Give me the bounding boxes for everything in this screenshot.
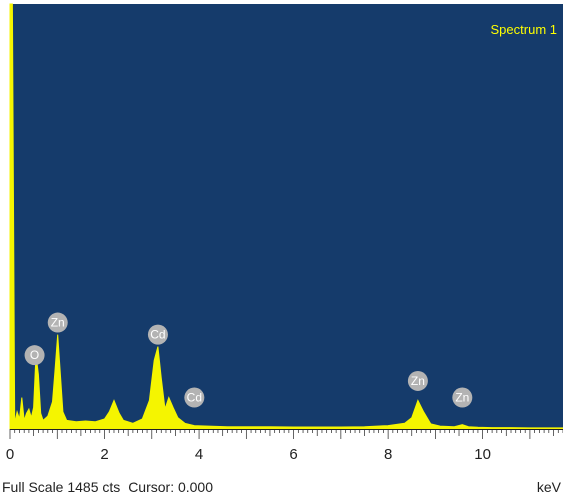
- peak-label-text: Zn: [51, 316, 65, 330]
- peak-label-circle: [452, 387, 473, 408]
- peak-label: O: [24, 345, 45, 366]
- peak-label-circle: [24, 345, 45, 366]
- chart-title: Spectrum 1: [490, 22, 557, 37]
- x-tick-label: 0: [6, 446, 14, 463]
- peak-label: Zn: [452, 387, 473, 408]
- x-tick-label: 4: [195, 446, 203, 463]
- peak-label-circle: [47, 312, 68, 333]
- peak-label-text: O: [30, 348, 39, 362]
- peak-label-text: Zn: [411, 374, 425, 388]
- x-tick-label: 2: [100, 446, 108, 463]
- spectrum-series: [9, 3, 563, 430]
- x-tick-label: 10: [474, 446, 491, 463]
- peak-label-circle: [184, 387, 205, 408]
- peak-label: Cd: [184, 387, 205, 408]
- plot-background: [10, 4, 563, 429]
- full-scale-readout: Full Scale 1485 cts: [2, 479, 121, 495]
- status-bar: Full Scale 1485 cts Cursor: 0.000: [2, 479, 217, 495]
- x-tick-label: 6: [289, 446, 297, 463]
- peak-label-text: Cd: [187, 391, 202, 405]
- peak-label-text: Zn: [455, 391, 469, 405]
- x-axis: 0 2 4 6 8 10: [6, 429, 563, 463]
- x-tick-label: 8: [384, 446, 392, 463]
- peak-label: Cd: [147, 324, 168, 345]
- cursor-readout: Cursor: 0.000: [128, 479, 214, 495]
- peak-label-text: Cd: [150, 328, 165, 342]
- peak-label-circle: [147, 324, 168, 345]
- peak-label: Zn: [407, 370, 428, 391]
- x-axis-label: keV: [536, 479, 561, 495]
- spectrum-area: [9, 3, 563, 430]
- peak-labels: O Zn Cd Cd Zn Zn: [24, 312, 473, 408]
- peak-label-circle: [407, 370, 428, 391]
- peak-label: Zn: [47, 312, 68, 333]
